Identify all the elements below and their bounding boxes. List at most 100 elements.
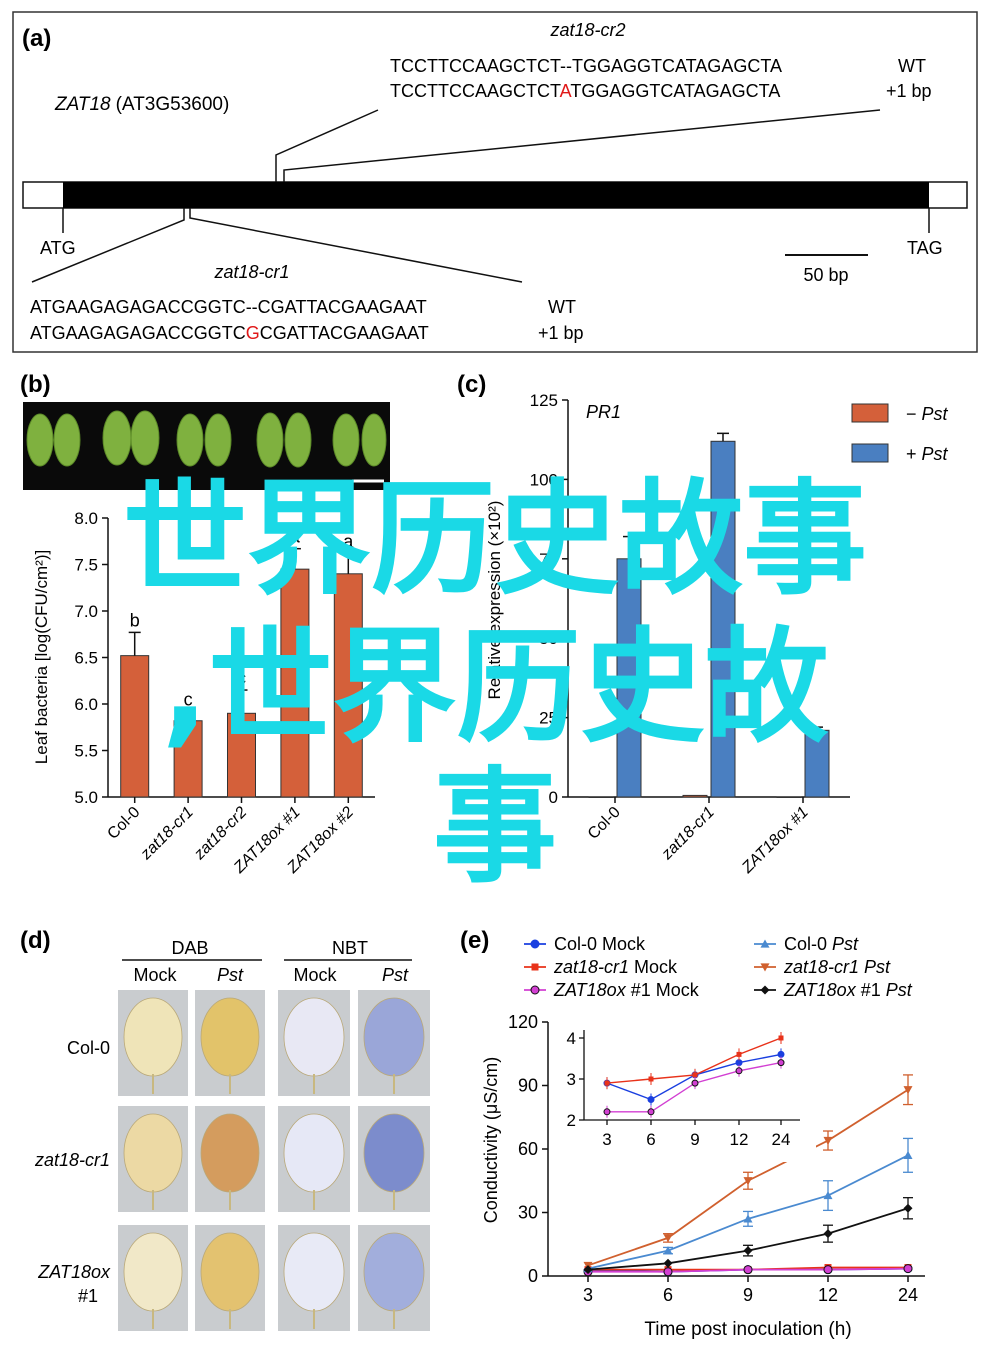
c-y-tick-label: 50 <box>539 629 558 648</box>
e-marker <box>760 939 770 948</box>
b-y-axis-label: Leaf bacteria [log(CFU/cm²)] <box>32 550 51 764</box>
legend-e: Col-0 Mock zat18-cr1 Mock ZAT18ox #1 Mock C… <box>524 934 913 1000</box>
c-legend-swatch <box>851 403 889 423</box>
chart-c: 0 25 50 75 100 125 Relative expression (×10²) P… <box>485 391 949 877</box>
b-bar <box>173 720 203 798</box>
b-significance-letter: a <box>343 531 354 551</box>
col-label-pst-1: Pst <box>217 965 244 985</box>
e-marker <box>583 1265 593 1275</box>
e-marker <box>903 1203 913 1213</box>
e-marker <box>531 963 539 971</box>
e-marker <box>777 1050 785 1058</box>
c-legend-label: − Pst <box>906 404 949 424</box>
c-bar <box>588 796 614 798</box>
e-marker <box>647 1096 655 1103</box>
b-significance-letter: c <box>184 689 193 709</box>
panel-d-label: (d) <box>20 927 51 954</box>
e-marker <box>760 985 770 995</box>
e-marker <box>903 1150 913 1159</box>
e-marker <box>692 1072 698 1078</box>
b-x-tick-label: Col-0 <box>104 804 143 843</box>
e-marker <box>823 1265 833 1275</box>
b-y-tick-label: 5.5 <box>74 742 98 761</box>
stained-leaf <box>283 1232 345 1312</box>
panel-a: (a) ZAT18 (AT3G53600) ATG TAG 50 bp zat18… <box>12 11 978 353</box>
e-marker <box>760 963 770 972</box>
cr2-mut-seq: TCCTTCCAAGCTCTATGGAGGTCATAGAGCTA <box>390 81 780 101</box>
cr1-wt-label: WT <box>548 297 576 317</box>
e-inset-x-tick-label: 24 <box>772 1130 791 1149</box>
e-legend-label: Col-0 Mock <box>554 934 646 954</box>
cds-bar <box>63 182 929 208</box>
c-bar <box>710 440 736 798</box>
c-x-tick-label: ZAT18ox #1 <box>738 804 812 878</box>
panel-c-label: (c) <box>457 371 486 398</box>
e-legend-label: zat18-cr1 Mock <box>553 957 678 977</box>
c-y-tick-label: 25 <box>539 709 558 728</box>
e-x-tick-label: 3 <box>583 1285 593 1305</box>
e-marker <box>743 1214 753 1223</box>
c-bar <box>682 794 708 798</box>
e-y-tick-label: 60 <box>518 1139 538 1159</box>
e-marker <box>530 939 540 949</box>
e-x-tick-label: 12 <box>818 1285 838 1305</box>
group-label-dab: DAB <box>171 938 208 958</box>
b-y-tick-label: 6.5 <box>74 649 98 668</box>
cr2-wt-label: WT <box>898 56 926 76</box>
panel-a-label: (a) <box>22 25 51 52</box>
e-marker <box>823 1136 833 1146</box>
row-label-ox: ZAT18ox <box>37 1262 111 1282</box>
e-marker <box>903 1264 913 1274</box>
panel-b: (b) 5.0 5.5 6.0 6.5 7.0 7.5 8.0 Leaf bacteria [… <box>20 371 390 877</box>
stained-leaf <box>283 997 345 1077</box>
e-y-tick-label: 120 <box>508 1012 538 1032</box>
stained-leaf <box>363 1113 425 1193</box>
gene-label: ZAT18 (AT3G53600) <box>54 94 229 115</box>
e-inset-y-tick-label: 2 <box>567 1111 576 1130</box>
col-label-mock-2: Mock <box>293 965 337 985</box>
e-marker <box>743 1265 753 1275</box>
b-y-tick-label: 6.0 <box>74 695 98 714</box>
e-marker <box>743 1246 753 1256</box>
e-y-tick-label: 90 <box>518 1076 538 1096</box>
cr2-mut-label: +1 bp <box>886 81 932 101</box>
e-x-tick-label: 24 <box>898 1285 918 1305</box>
e-y-tick-label: 0 <box>528 1266 538 1286</box>
e-marker <box>604 1080 610 1086</box>
e-marker <box>823 1191 833 1200</box>
c-bar <box>616 558 642 798</box>
panel-e: (e) Col-0 Mock zat18-cr1 Mock ZAT18ox #1 M… <box>460 927 925 1340</box>
tag-label: TAG <box>907 238 943 258</box>
c-chart-title: PR1 <box>586 402 621 422</box>
e-legend-label: zat18-cr1 Pst <box>783 957 891 977</box>
e-marker <box>823 1229 833 1239</box>
panel-c: (c) 0 25 50 75 100 125 Relative expression (×1… <box>457 371 949 877</box>
e-inset-y-tick-label: 3 <box>567 1070 576 1089</box>
e-marker <box>663 1258 673 1268</box>
atg-label: ATG <box>40 238 76 258</box>
stained-leaf <box>123 997 183 1077</box>
group-label-nbt: NBT <box>332 938 368 958</box>
stained-leaf <box>363 997 425 1077</box>
e-y-tick-label: 30 <box>518 1203 538 1223</box>
c-y-axis-label: Relative expression (×10²) <box>485 501 504 700</box>
e-inset-x-tick-label: 3 <box>602 1130 611 1149</box>
stained-leaf <box>200 1232 260 1312</box>
c-x-tick-label: Col-0 <box>585 804 624 843</box>
b-bar <box>333 573 363 798</box>
c-y-tick-label: 125 <box>530 391 558 410</box>
c-legend-label: + Pst <box>906 444 949 464</box>
cr1-mut-label: +1 bp <box>538 323 584 343</box>
e-legend-label: ZAT18ox #1 Mock <box>553 980 700 1000</box>
row-label-cr1: zat18-cr1 <box>34 1150 110 1170</box>
e-x-axis-label: Time post inoculation (h) <box>644 1319 851 1340</box>
e-marker <box>691 1079 699 1087</box>
panel-b-label: (b) <box>20 371 51 398</box>
e-inset-bg <box>568 1024 816 1162</box>
cr1-name: zat18-cr1 <box>213 262 289 282</box>
e-marker <box>777 1059 785 1067</box>
row-label-ox-num: #1 <box>78 1286 98 1306</box>
stained-leaf <box>200 1113 260 1193</box>
panel-d: (d) DAB NBT Mock Pst Mock Pst Col-0 zat1… <box>20 927 430 1331</box>
